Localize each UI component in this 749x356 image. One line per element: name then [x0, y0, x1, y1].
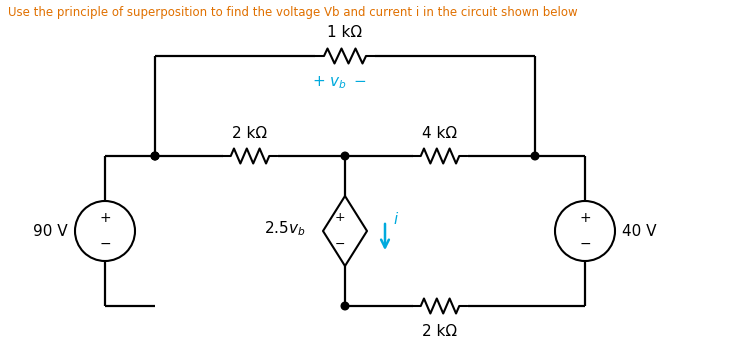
Text: 40 V: 40 V — [622, 224, 657, 239]
Text: 1 kΩ: 1 kΩ — [327, 25, 363, 40]
Text: Use the principle of superposition to find the voltage Vb and current i in the c: Use the principle of superposition to fi… — [8, 6, 577, 19]
Text: $2.5v_b$: $2.5v_b$ — [264, 220, 306, 239]
Text: 90 V: 90 V — [34, 224, 68, 239]
Text: 4 kΩ: 4 kΩ — [422, 126, 458, 141]
Text: $i$: $i$ — [393, 211, 399, 227]
Circle shape — [342, 152, 349, 160]
Circle shape — [531, 152, 539, 160]
Circle shape — [151, 152, 159, 160]
Text: $+\ v_b\ -$: $+\ v_b\ -$ — [312, 74, 368, 91]
Circle shape — [342, 302, 349, 310]
Text: +: + — [99, 211, 111, 225]
Text: +: + — [579, 211, 591, 225]
Text: −: − — [335, 238, 345, 251]
Text: −: − — [99, 237, 111, 251]
Text: −: − — [579, 237, 591, 251]
Text: 2 kΩ: 2 kΩ — [232, 126, 267, 141]
Circle shape — [151, 152, 159, 160]
Text: 2 kΩ: 2 kΩ — [422, 324, 458, 339]
Text: +: + — [335, 211, 345, 224]
